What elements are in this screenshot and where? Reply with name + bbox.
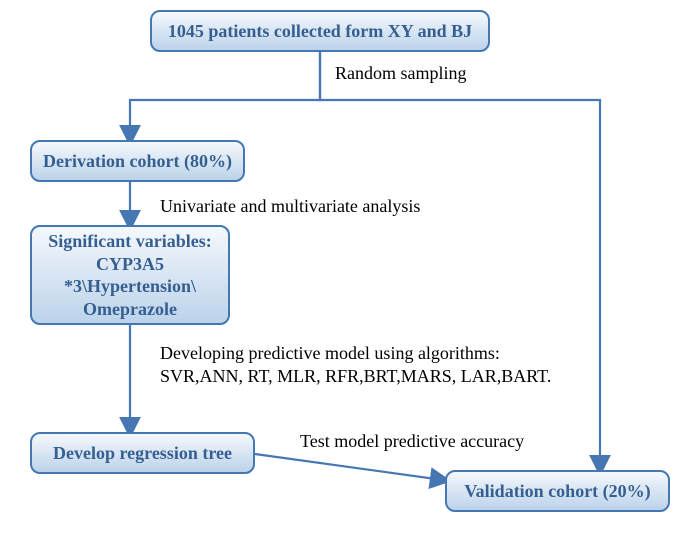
label-test-accuracy: Test model predictive accuracy bbox=[300, 430, 524, 453]
node-derivation: Derivation cohort (80%) bbox=[30, 140, 245, 182]
node-validation: Validation cohort (20%) bbox=[445, 470, 670, 512]
node-top: 1045 patients collected form XY and BJ bbox=[150, 10, 490, 52]
label-algorithms: Developing predictive model using algori… bbox=[160, 342, 551, 389]
node-regtree-text: Develop regression tree bbox=[53, 442, 232, 465]
arrow-regtree-to-validation bbox=[255, 454, 443, 480]
node-validation-text: Validation cohort (20%) bbox=[464, 480, 650, 503]
arrow-top-to-derivation bbox=[130, 52, 320, 138]
arrow-top-to-validation bbox=[320, 52, 600, 468]
node-derivation-text: Derivation cohort (80%) bbox=[43, 150, 232, 173]
label-univariate: Univariate and multivariate analysis bbox=[160, 195, 420, 218]
node-top-text: 1045 patients collected form XY and BJ bbox=[168, 20, 472, 43]
node-sigvars-text: Significant variables: CYP3A5 *3\Hyperte… bbox=[48, 230, 212, 320]
node-sigvars: Significant variables: CYP3A5 *3\Hyperte… bbox=[30, 225, 230, 325]
label-random-sampling: Random sampling bbox=[335, 62, 467, 85]
node-regtree: Develop regression tree bbox=[30, 432, 255, 474]
